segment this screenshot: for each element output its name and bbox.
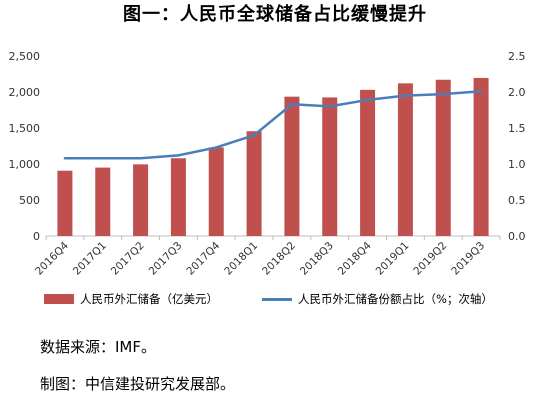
legend-label-bar: 人民币外汇储备（亿美元） [80, 292, 218, 306]
combo-chart: 0 500 1,000 1,500 2,000 2,500 0.0 0.5 1.0 1.5 2.0 2… [9, 50, 526, 278]
x-tick-label: 2018Q1 [222, 240, 260, 278]
legend-label-line: 人民币外汇储备份额占比（%；次轴） [298, 292, 493, 306]
chart-legend: 人民币外汇储备（亿美元） 人民币外汇储备份额占比（%；次轴） [0, 291, 550, 311]
bar [133, 164, 149, 236]
bar [322, 97, 338, 237]
bar [57, 170, 73, 236]
x-tick-label: 2016Q4 [33, 239, 71, 277]
bar [360, 89, 376, 236]
y2-tick-label: 0.0 [508, 230, 526, 243]
x-tick-label: 2018Q2 [260, 240, 298, 278]
y2-tick-label: 2.0 [508, 86, 526, 99]
x-tick-label: 2017Q4 [184, 239, 222, 277]
x-tick-label: 2017Q3 [147, 240, 185, 278]
x-tick-label: 2017Q1 [71, 240, 109, 278]
x-tick-label: 2017Q2 [109, 240, 147, 278]
y2-tick-label: 2.5 [508, 50, 526, 63]
y-tick-label: 0 [33, 230, 40, 243]
chart-title: 图一：人民币全球储备占比缓慢提升 [123, 4, 427, 25]
bar [435, 79, 451, 236]
bar [208, 147, 224, 236]
x-tick-label: 2019Q1 [374, 240, 412, 278]
x-tick-label: 2019Q3 [449, 240, 487, 278]
bar [284, 96, 300, 237]
source-note: 数据来源：IMF。 [40, 338, 156, 356]
y2-tick-label: 0.5 [508, 194, 526, 207]
bar [95, 167, 111, 236]
bar [246, 131, 262, 236]
y-tick-label: 500 [19, 194, 40, 207]
producer-note: 制图：中信建投研究发展部。 [40, 375, 236, 393]
x-tick-label: 2018Q4 [336, 239, 374, 277]
y-tick-label: 2,000 [9, 86, 41, 99]
legend-swatch-line [262, 297, 292, 301]
bar [170, 158, 186, 236]
x-tick-label: 2018Q3 [298, 240, 336, 278]
line-series [63, 90, 483, 160]
x-tick-label: 2019Q2 [411, 240, 449, 278]
legend-item-line: 人民币外汇储备份额占比（%；次轴） [262, 291, 493, 307]
bar [397, 83, 413, 236]
y-tick-label: 1,500 [9, 122, 41, 135]
y-tick-label: 2,500 [9, 50, 41, 63]
y2-tick-label: 1.0 [508, 158, 526, 171]
legend-item-bar: 人民币外汇储备（亿美元） [44, 291, 218, 307]
y-tick-label: 1,000 [9, 158, 41, 171]
y2-tick-label: 1.5 [508, 122, 526, 135]
legend-swatch-bar [44, 294, 74, 304]
bar [473, 77, 489, 237]
